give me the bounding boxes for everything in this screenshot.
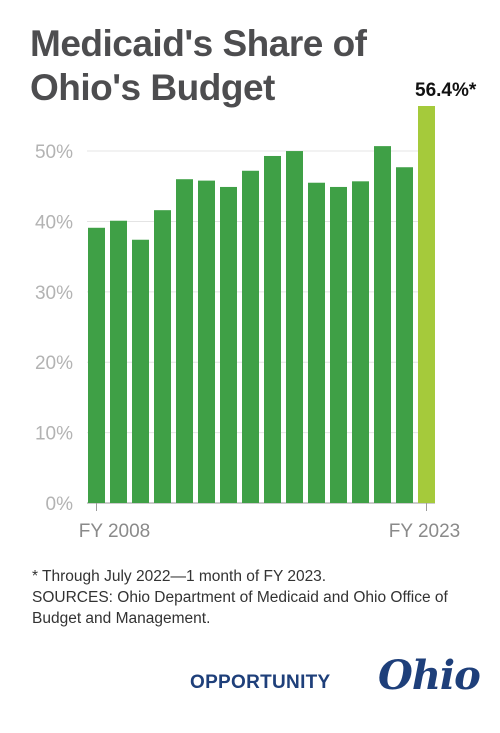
bar-chart: 0% 10% 20% 30% 40% 50% FY 2008 FY 2023 56.4%* bbox=[35, 80, 477, 542]
sources-note: SOURCES: Ohio Department of Medicaid and… bbox=[32, 589, 448, 627]
notes: * Through July 2022—1 month of FY 2023. … bbox=[32, 566, 472, 629]
y-tick-label: 10% bbox=[35, 424, 73, 445]
y-tick-label: 0% bbox=[46, 494, 74, 515]
bar bbox=[286, 151, 303, 503]
y-tick-label: 20% bbox=[35, 353, 73, 374]
bar bbox=[308, 182, 325, 504]
bar bbox=[374, 146, 391, 503]
footnote: * Through July 2022—1 month of FY 2023. bbox=[32, 568, 327, 585]
y-tick-label: 30% bbox=[35, 283, 73, 304]
logo-wordmark: OPPORTUNITY bbox=[190, 672, 331, 693]
bar bbox=[396, 167, 413, 503]
bar bbox=[176, 179, 193, 503]
bar bbox=[264, 155, 281, 504]
chart-title-line-2: Ohio's Budget bbox=[30, 67, 275, 108]
logo-script: Ohio bbox=[378, 652, 481, 699]
opportunity-ohio-logo: OPPORTUNITY Ohio bbox=[190, 650, 481, 710]
bar-highlight bbox=[418, 106, 435, 503]
chart-title-line-1: Medicaid's Share of bbox=[30, 23, 367, 64]
bar bbox=[242, 170, 259, 504]
y-tick-label: 40% bbox=[35, 212, 73, 233]
x-tick-label-last: FY 2023 bbox=[389, 521, 460, 542]
y-tick-label: 50% bbox=[35, 142, 73, 163]
axis-labels: 0% 10% 20% 30% 40% 50% FY 2008 FY 2023 56.4%* bbox=[35, 80, 477, 542]
bar bbox=[352, 181, 369, 503]
bar bbox=[110, 220, 127, 503]
bar bbox=[198, 180, 215, 504]
bar bbox=[330, 186, 347, 503]
highlight-value-label: 56.4%* bbox=[415, 80, 477, 101]
bar bbox=[220, 186, 237, 503]
x-tick-label-first: FY 2008 bbox=[79, 521, 150, 542]
bar bbox=[88, 227, 105, 503]
chart-title: Medicaid's Share of Ohio's Budget bbox=[30, 22, 470, 110]
bar bbox=[132, 239, 149, 503]
bar bbox=[154, 210, 171, 503]
bars bbox=[88, 106, 435, 504]
